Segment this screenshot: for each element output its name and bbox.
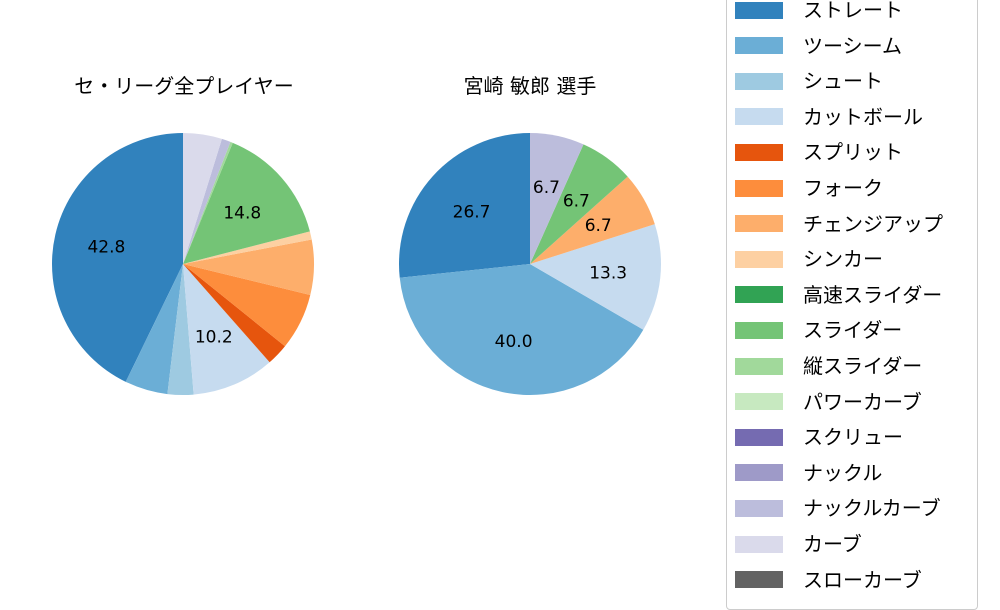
legend-label: ナックルカーブ bbox=[803, 496, 941, 521]
slice-label: 14.8 bbox=[223, 203, 261, 223]
legend-swatch bbox=[735, 499, 783, 517]
legend-label: シュート bbox=[803, 69, 883, 94]
legend-swatch bbox=[735, 393, 783, 411]
legend-item: ナックル bbox=[727, 455, 977, 491]
legend-item: ツーシーム bbox=[727, 28, 977, 64]
legend-item: シュート bbox=[727, 63, 977, 99]
league-pie-chart: 42.8 10.2 14.8 bbox=[51, 133, 314, 395]
legend-label: カーブ bbox=[803, 532, 862, 556]
pie-slice bbox=[125, 264, 183, 395]
legend-item: カーブ bbox=[727, 526, 977, 562]
pie-slice bbox=[399, 264, 644, 395]
legend-label: スプリット bbox=[803, 140, 903, 165]
pie-slice bbox=[183, 142, 310, 264]
pie-slice bbox=[183, 239, 314, 295]
legend-item: 高速スライダー bbox=[727, 277, 977, 313]
slice-label: 26.7 bbox=[453, 202, 491, 222]
slice-label: 13.3 bbox=[589, 263, 627, 283]
pie-slice bbox=[183, 264, 270, 395]
legend-swatch bbox=[735, 179, 783, 197]
legend-label: スライダー bbox=[803, 318, 903, 343]
legend-swatch bbox=[735, 286, 783, 304]
legend-label: 縦スライダー bbox=[803, 354, 923, 378]
pie-slice bbox=[183, 264, 285, 363]
pie-slice bbox=[530, 133, 584, 264]
legend-swatch bbox=[735, 143, 783, 161]
pie-slice bbox=[183, 231, 312, 264]
slice-label: 6.7 bbox=[563, 192, 590, 212]
pie-slice bbox=[399, 133, 530, 278]
pie-slice bbox=[167, 264, 194, 395]
legend-swatch bbox=[735, 535, 783, 553]
legend-swatch bbox=[735, 108, 783, 126]
legend-item: パワーカーブ bbox=[727, 384, 977, 420]
legend-label: 高速スライダー bbox=[803, 282, 943, 307]
slice-label: 42.8 bbox=[87, 237, 125, 257]
left-chart-title: セ・リーグ全プレイヤー bbox=[74, 74, 294, 98]
legend-label: スローカーブ bbox=[803, 567, 922, 592]
pie-slice bbox=[183, 141, 233, 264]
legend-label: カットボール bbox=[803, 104, 923, 129]
legend-swatch bbox=[735, 571, 783, 589]
legend-item: チェンジアップ bbox=[727, 206, 977, 242]
legend-label: ツーシーム bbox=[803, 33, 902, 58]
slice-label: 6.7 bbox=[585, 216, 612, 236]
legend-item: フォーク bbox=[727, 170, 977, 206]
legend-label: シンカー bbox=[803, 247, 883, 272]
legend-label: チェンジアップ bbox=[803, 211, 943, 236]
legend-swatch bbox=[735, 357, 783, 375]
slice-label: 6.7 bbox=[533, 178, 560, 198]
legend-label: ストレート bbox=[803, 0, 903, 22]
legend-label: スクリュー bbox=[803, 425, 903, 450]
legend-item: ストレート bbox=[727, 0, 977, 28]
slice-label: 40.0 bbox=[495, 332, 533, 352]
legend-item: 縦スライダー bbox=[727, 348, 977, 384]
legend-swatch bbox=[735, 37, 783, 55]
pie-slice bbox=[530, 176, 655, 264]
slice-label: 10.2 bbox=[195, 327, 233, 347]
pie-slice bbox=[183, 133, 222, 264]
legend-item: スクリュー bbox=[727, 419, 977, 455]
right-chart-title: 宮崎 敏郎 選手 bbox=[463, 74, 597, 98]
legend-swatch bbox=[735, 250, 783, 268]
legend-label: パワーカーブ bbox=[803, 389, 922, 414]
pie-slice bbox=[530, 144, 628, 264]
legend-label: フォーク bbox=[803, 176, 883, 200]
legend-item: ナックルカーブ bbox=[727, 490, 977, 526]
legend-swatch bbox=[735, 428, 783, 446]
pie-slice bbox=[530, 224, 661, 330]
legend-swatch bbox=[735, 464, 783, 482]
pie-slice bbox=[183, 264, 311, 347]
pie-slice bbox=[51, 133, 183, 382]
legend: ストレートツーシームシュートカットボール スプリットフォークチェンジアップ シンカー… bbox=[726, 0, 978, 610]
legend-item: シンカー bbox=[727, 241, 977, 277]
legend-item: スプリット bbox=[727, 134, 977, 170]
legend-swatch bbox=[735, 72, 783, 90]
player-pie-chart: 26.740.013.36.76.76.7 bbox=[399, 133, 661, 395]
pie-slice bbox=[183, 138, 231, 264]
legend-label: ナックル bbox=[803, 460, 883, 485]
legend-swatch bbox=[735, 1, 783, 19]
legend-item: スローカーブ bbox=[727, 562, 977, 598]
legend-swatch bbox=[735, 321, 783, 339]
legend-swatch bbox=[735, 215, 783, 233]
legend-item: スライダー bbox=[727, 312, 977, 348]
legend-item: カットボール bbox=[727, 99, 977, 135]
